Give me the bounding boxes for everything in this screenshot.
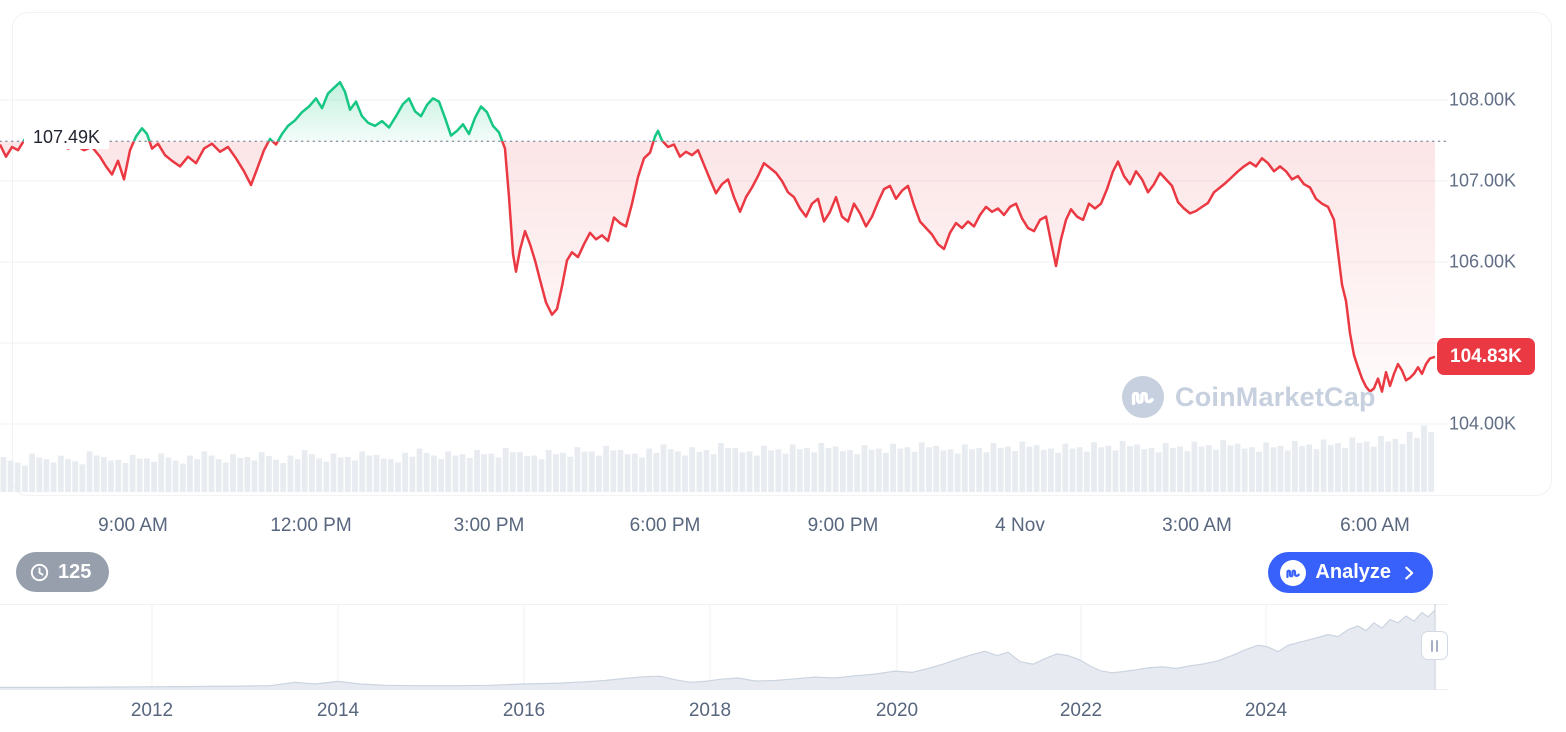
analyze-label: Analyze: [1315, 561, 1391, 583]
year-axis-label: 2020: [875, 700, 919, 721]
year-axis: 2012 2014 2016 2018 2020 2022 2024: [0, 700, 1566, 726]
current-price-badge: 104.83K: [1437, 338, 1535, 375]
minimap-svg[interactable]: [0, 604, 1566, 690]
y-axis-tick: 108.00K: [1449, 89, 1517, 110]
grip-icon: [1436, 639, 1438, 652]
history-count: 125: [58, 560, 92, 583]
grip-icon: [1431, 639, 1433, 652]
time-axis-label: 9:00 PM: [807, 515, 879, 536]
time-axis-label: 3:00 PM: [453, 515, 525, 536]
time-axis-label: 12:00 PM: [270, 515, 352, 536]
year-axis-label: 2014: [316, 700, 360, 721]
time-axis-label: 6:00 AM: [1340, 515, 1410, 536]
volume-bars: [0, 425, 1435, 493]
analyze-button[interactable]: Analyze: [1268, 552, 1433, 593]
coinmarketcap-logo-icon: [1122, 376, 1164, 418]
coinmarketcap-logo-icon: [1280, 559, 1307, 586]
minimap-resize-handle[interactable]: [1421, 631, 1448, 660]
year-axis-label: 2012: [130, 700, 174, 721]
year-axis-label: 2016: [502, 700, 546, 721]
price-chart-svg[interactable]: [0, 0, 1566, 500]
history-pill[interactable]: 125: [16, 552, 110, 592]
baseline-price-label: 107.49K: [24, 126, 110, 149]
year-axis-label: 2018: [688, 700, 732, 721]
time-axis-label: 4 Nov: [995, 515, 1045, 536]
watermark: CoinMarketCap: [1122, 376, 1376, 418]
y-axis-tick: 106.00K: [1449, 251, 1517, 272]
time-axis-label: 3:00 AM: [1162, 515, 1232, 536]
clock-icon: [30, 563, 49, 581]
year-axis-label: 2024: [1244, 700, 1288, 721]
time-axis-label: 9:00 AM: [98, 515, 168, 536]
time-axis: 9:00 AM 12:00 PM 3:00 PM 6:00 PM 9:00 PM 4 No…: [0, 515, 1566, 541]
chevron-right-icon: [1405, 566, 1414, 579]
year-axis-label: 2022: [1059, 700, 1103, 721]
time-axis-label: 6:00 PM: [629, 515, 701, 536]
y-axis-tick: 107.00K: [1449, 170, 1517, 191]
watermark-text: CoinMarketCap: [1175, 381, 1376, 412]
y-axis-tick: 104.00K: [1449, 413, 1517, 434]
